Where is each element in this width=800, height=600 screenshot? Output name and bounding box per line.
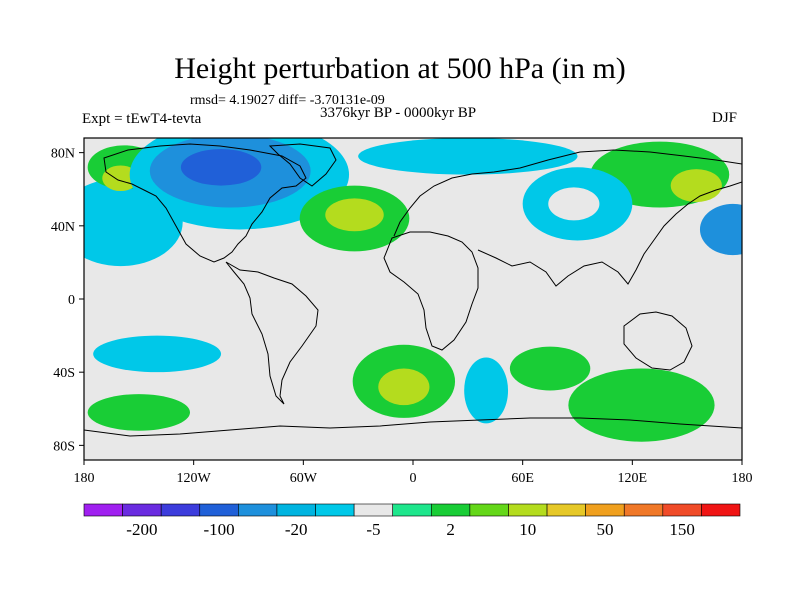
longitude-axis: 180 120W 60W 0 60E 120E 180	[74, 460, 753, 486]
lon-label: 180	[74, 471, 95, 486]
anomaly-alaska-high	[102, 165, 139, 192]
season-label: DJF	[712, 110, 738, 126]
lon-label: 0	[410, 471, 417, 486]
colorbar-label: -5	[366, 520, 380, 539]
latitude-axis: 80N 40N 0 40S 80S	[51, 147, 84, 454]
colorbar-label: 50	[596, 520, 613, 539]
colorbar-label: -20	[285, 520, 308, 539]
anomaly-asia-low-center	[548, 187, 600, 221]
colorbar-swatch	[353, 503, 394, 517]
colorbar-swatch	[122, 503, 162, 517]
anomaly-south-pacific-low	[93, 335, 222, 373]
lat-label: 40S	[53, 366, 75, 381]
anomaly-south-america-west-high	[87, 394, 191, 431]
colorbar-label: -200	[126, 520, 157, 539]
lat-label: 80S	[53, 439, 75, 454]
rmsd-stats: rmsd= 4.19027 diff= -3.70131e-09	[190, 93, 385, 108]
colorbar-swatch	[392, 503, 432, 517]
colorbar-labels: -200 -100 -20 -5 2 10 50 150	[126, 520, 695, 539]
colorbar-swatch	[546, 503, 586, 517]
coast-south-america	[225, 261, 319, 405]
lon-label: 60E	[511, 471, 534, 486]
experiment-label: Expt = tEwT4-tevta	[82, 111, 202, 127]
colorbar-swatch	[160, 503, 201, 517]
colorbar-swatch	[199, 503, 239, 517]
colorbar	[83, 503, 741, 517]
coast-africa	[383, 231, 479, 351]
period-label: 3376kyr BP - 0000kyr BP	[320, 105, 477, 121]
colorbar-swatch	[315, 503, 355, 517]
anomaly-far-east-low	[699, 203, 742, 256]
colorbar-swatch	[83, 503, 123, 517]
colorbar-label: -100	[203, 520, 234, 539]
lon-label: 120W	[177, 471, 212, 486]
colorbar-swatch	[701, 503, 741, 517]
colorbar-swatch	[662, 503, 702, 517]
coast-australia	[623, 311, 693, 371]
coast-antarctica	[84, 417, 742, 437]
field-layer	[84, 138, 742, 442]
lon-label: 120E	[618, 471, 648, 486]
anomaly-australia-south-high	[568, 368, 715, 442]
colorbar-label: 2	[446, 520, 455, 539]
anomaly-atlantic-high	[325, 198, 384, 232]
lon-label: 60W	[290, 471, 318, 486]
coastline-layer	[84, 143, 742, 437]
lat-label: 40N	[51, 220, 75, 235]
colorbar-swatch	[623, 503, 664, 517]
colorbar-swatch	[469, 503, 509, 517]
anomaly-south-atlantic-high	[378, 368, 430, 406]
colorbar-swatch	[276, 503, 316, 517]
coast-europe	[393, 149, 742, 237]
colorbar-swatch	[585, 503, 625, 517]
coast-greenland	[268, 143, 337, 187]
lon-label: 180	[732, 471, 753, 486]
chart-title: Height perturbation at 500 hPa (in m)	[174, 52, 626, 85]
colorbar-label: 150	[669, 520, 695, 539]
anomaly-eurasia-north-low	[358, 138, 578, 175]
colorbar-swatch	[430, 503, 471, 517]
colorbar-swatch	[238, 503, 278, 517]
coast-asia	[477, 181, 742, 287]
anomaly-south-indian-low	[464, 357, 509, 424]
lat-label: 0	[68, 293, 75, 308]
anomaly-canada-low-core	[180, 148, 262, 186]
lat-label: 80N	[51, 147, 75, 162]
colorbar-label: 10	[519, 520, 536, 539]
colorbar-swatch	[508, 503, 548, 517]
anomaly-siberia-high-core	[670, 169, 722, 203]
coast-north-america	[103, 143, 307, 263]
anomaly-south-indian-high	[509, 346, 591, 391]
